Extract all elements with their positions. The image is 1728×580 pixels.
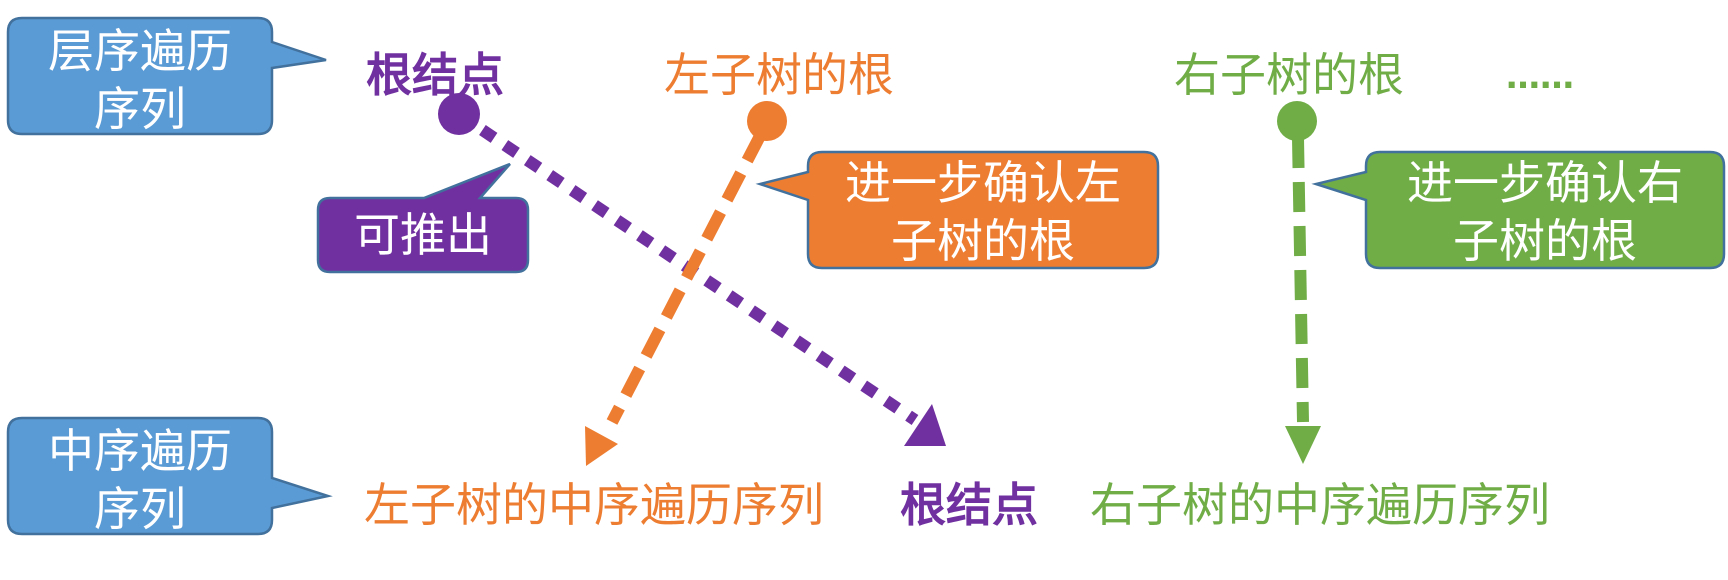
- inorder-callout: [6, 416, 333, 536]
- level-order-callout: [6, 16, 327, 136]
- derive-callout: [316, 162, 530, 274]
- left-root-dot: [747, 101, 787, 141]
- left-confirm-callout-text: 进一步确认左 子树的根: [808, 154, 1158, 270]
- left-confirm-line2: 子树的根: [891, 214, 1075, 268]
- root-dot: [438, 93, 480, 135]
- top-ellipsis: ……: [1506, 57, 1574, 97]
- bottom-left-inorder-label: 左子树的中序遍历序列: [364, 478, 824, 532]
- left-confirm-line1: 进一步确认左: [845, 156, 1121, 210]
- derive-label: 可推出: [354, 208, 492, 262]
- top-left-root-label: 左子树的根: [664, 48, 894, 102]
- level-order-callout-text: 层序遍历 序列: [8, 22, 272, 138]
- left-confirm-callout: [755, 150, 1160, 270]
- level-order-line1: 层序遍历: [48, 24, 232, 78]
- right-confirm-line1: 进一步确认右: [1407, 156, 1683, 210]
- inorder-line1: 中序遍历: [48, 424, 232, 478]
- right-root-dot: [1277, 101, 1317, 141]
- right-root-arrow: [1285, 137, 1321, 464]
- top-root-label: 根结点: [366, 48, 504, 102]
- derive-callout-text: 可推出: [318, 206, 528, 264]
- bottom-right-inorder-label: 右子树的中序遍历序列: [1090, 478, 1550, 532]
- right-confirm-callout: [1311, 150, 1726, 270]
- right-confirm-callout-text: 进一步确认右 子树的根: [1366, 154, 1724, 270]
- right-confirm-line2: 子树的根: [1453, 214, 1637, 268]
- top-right-root-label: 右子树的根: [1174, 48, 1404, 102]
- inorder-line2: 序列: [94, 482, 186, 536]
- bottom-root-label: 根结点: [900, 478, 1038, 532]
- inorder-callout-text: 中序遍历 序列: [8, 422, 272, 538]
- level-order-line2: 序列: [94, 82, 186, 136]
- left-root-arrow: [585, 131, 767, 466]
